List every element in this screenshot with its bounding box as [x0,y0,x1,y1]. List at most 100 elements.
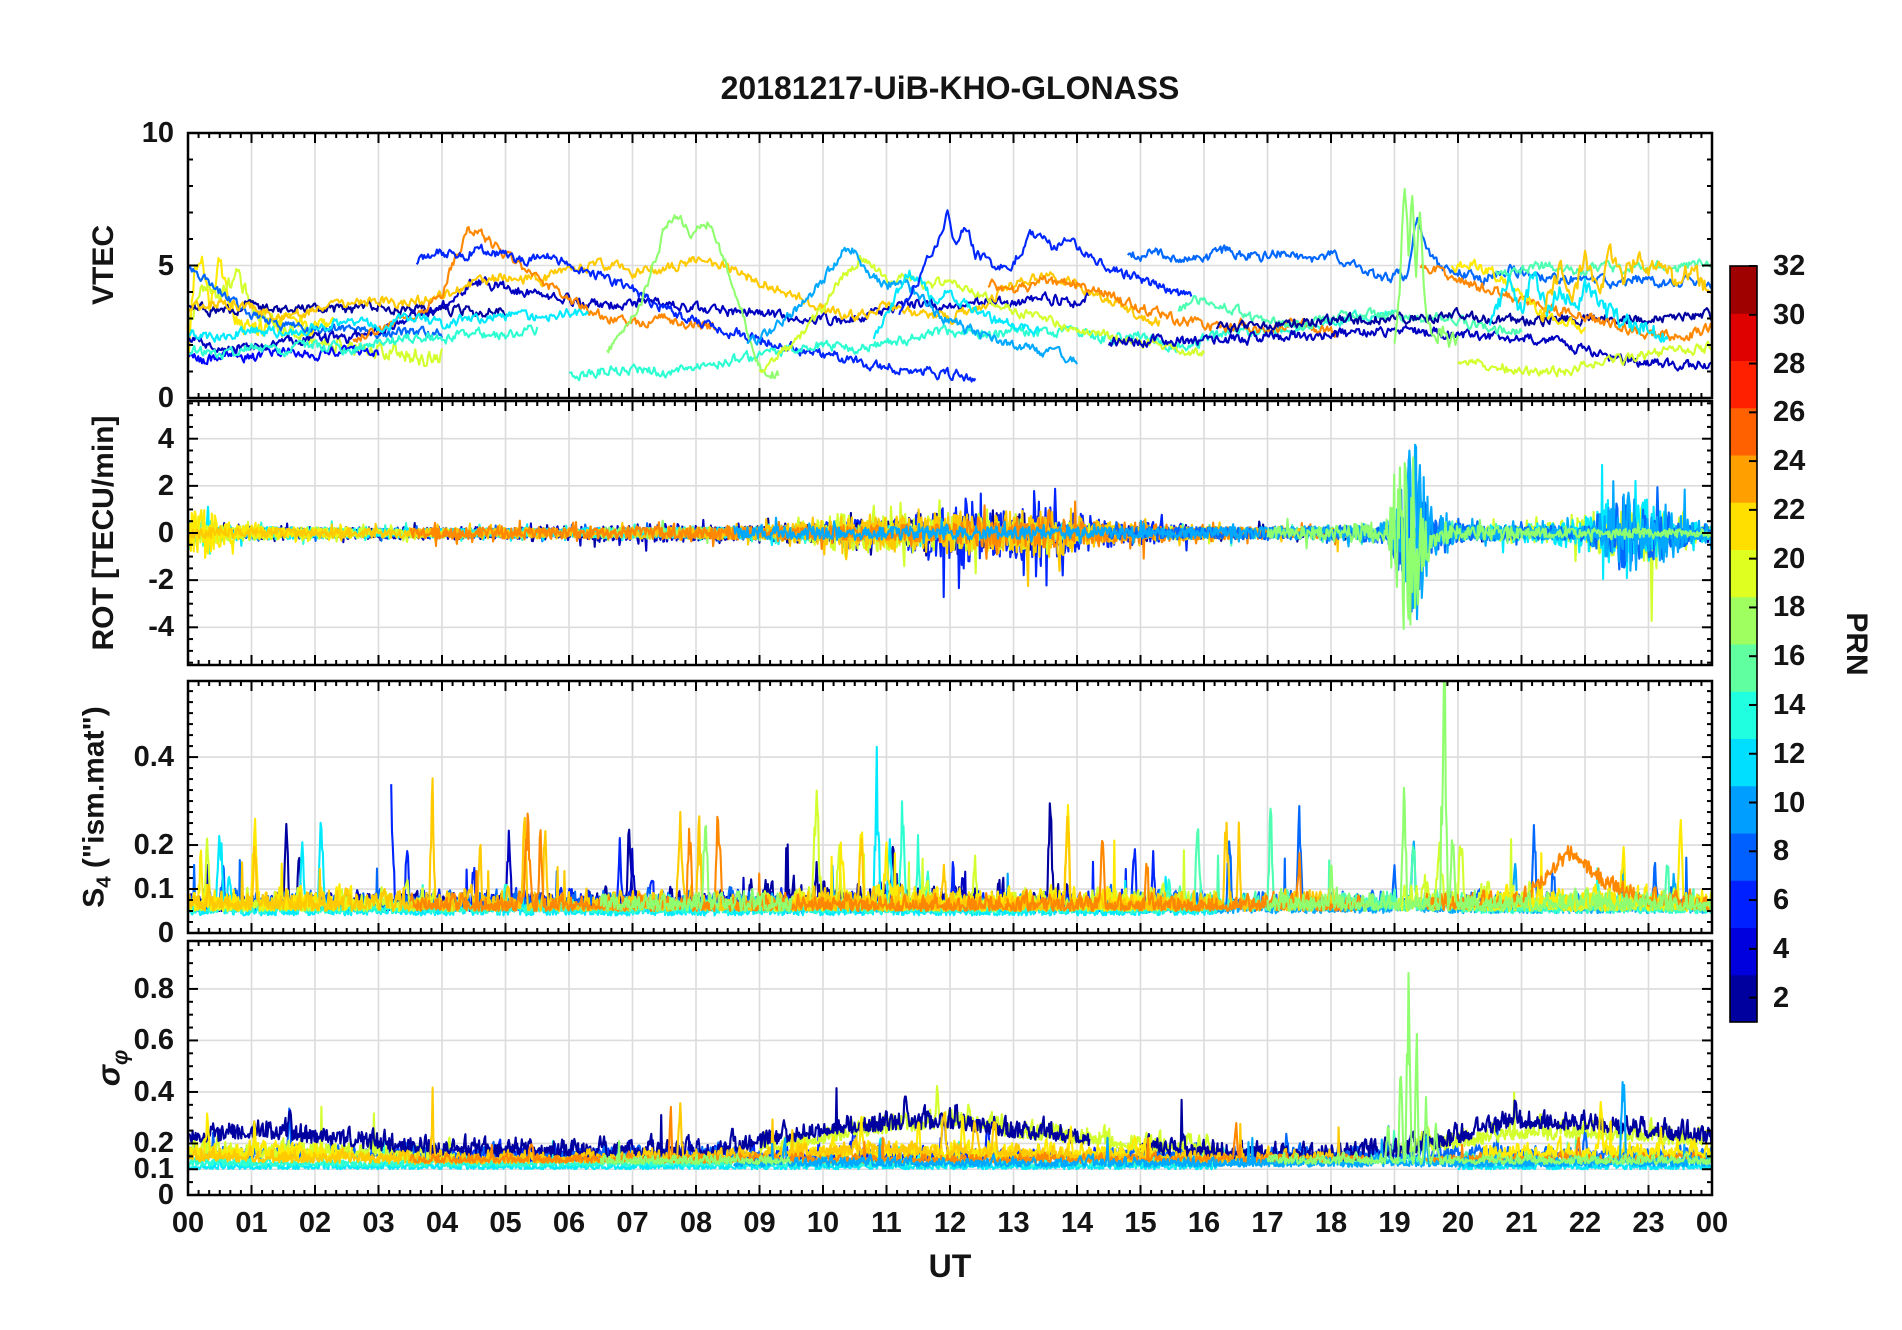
x-tick-label: 17 [1251,1207,1284,1239]
y-tick-label: 4 [157,422,174,455]
colorbar-tick-label: 8 [1773,835,1790,868]
series-group-vtec [189,188,1711,383]
series-line-prn17 [599,1140,792,1166]
y-tick-label: 0.2 [133,829,174,862]
x-tick-label: 08 [679,1207,713,1239]
series-line-prn12 [189,307,589,343]
series-line-prn17 [599,824,793,913]
chart-title: 20181217-UiB-KHO-GLONASS [720,70,1180,106]
colorbar-tick-label: 10 [1773,786,1806,819]
colorbar-segment [1730,266,1757,314]
colorbar-segment [1730,313,1757,361]
series-group-s4 [189,682,1711,917]
colorbar-tick-label: 20 [1773,542,1806,575]
series-line-prn17 [1266,971,1711,1166]
colorbar-segment [1730,880,1757,928]
x-tick-label: 18 [1314,1207,1348,1239]
colorbar-segment [1730,974,1757,1023]
y-tick-label: 10 [141,117,174,149]
colorbar-tick-label: 4 [1773,932,1790,965]
series-line-prn2 [1215,306,1711,334]
colorbar-tick-label: 32 [1773,250,1806,282]
x-tick-label: 03 [362,1207,395,1239]
y-tick-label: 0.4 [133,741,174,774]
series-line-prn17 [1393,188,1459,348]
series-line-prn6 [898,209,1193,316]
x-tick-label: 12 [933,1207,967,1239]
series-line-prn10 [733,443,1711,621]
series-line-prn17 [1266,456,1711,631]
colorbar-tick-label: 30 [1773,298,1806,331]
colorbar-tick-label: 26 [1773,396,1806,429]
colorbar-segment [1730,455,1757,503]
series-line-prn22 [189,255,1161,327]
series-line-prn12 [1488,271,1669,343]
colorbar-tick-label: 22 [1773,493,1806,526]
x-axis-label: UT [928,1248,972,1284]
x-tick-label: 14 [1060,1207,1094,1239]
series-line-prn2 [189,299,506,318]
y-tick-label: 0.8 [133,972,174,1005]
colorbar-segment [1730,407,1757,456]
colorbar-segment [1730,549,1757,598]
series-line-prn15 [1495,258,1711,278]
colorbar-segment [1730,833,1757,881]
colorbar-tick-label: 16 [1773,640,1806,673]
y-tick-label: 0 [157,1179,174,1211]
colorbar-tick-label: 6 [1773,884,1790,917]
series-line-prn19 [1457,340,1711,378]
y-tick-label: 5 [157,249,174,282]
series-group-rot [189,443,1711,631]
series-line-prn6 [415,243,977,383]
colorbar-segment [1730,360,1757,409]
x-tick-label: 11 [871,1207,902,1239]
x-tick-label: 00 [171,1207,205,1239]
x-tick-label: 09 [743,1207,776,1239]
colorbar-tick-label: 12 [1773,737,1806,770]
series-group-sigma_phi [189,971,1711,1171]
series-line-prn21 [1450,258,1586,335]
colorbar-segment [1730,738,1757,787]
colorbar-tick-label: 24 [1773,445,1806,478]
colorbar-segment [1730,927,1757,976]
colorbar-segment [1730,691,1757,739]
x-tick-label: 15 [1124,1207,1157,1239]
series-line-prn3 [189,276,1091,354]
colorbar-tick-label: 14 [1773,688,1806,721]
series-line-prn12 [1457,1144,1711,1171]
x-tick-label: 07 [616,1207,649,1239]
y-tick-label: 0.1 [133,1153,174,1186]
y-tick-label: 0.2 [133,1127,174,1160]
y-tick-label: 0.4 [133,1075,174,1108]
series-line-prn14 [189,324,539,360]
x-tick-label: 04 [425,1207,459,1239]
colorbar-tick-label: 28 [1773,347,1806,380]
series-line-prn10 [746,246,1078,365]
y-tick-label: 0 [157,517,174,549]
y-tick-label: -4 [148,611,174,644]
colorbar-segment [1730,785,1757,834]
y-tick-label: -2 [148,564,174,597]
colorbar-segment [1730,596,1757,645]
x-tick-label: 00 [1695,1207,1729,1239]
x-tick-label: 02 [298,1207,332,1239]
y-tick-label: 0.1 [133,873,174,906]
colorbar [1729,265,1758,1023]
x-tick-label: 06 [552,1207,586,1239]
x-tick-label: 13 [997,1207,1030,1239]
series-line-prn24 [409,812,1370,913]
x-tick-label: 01 [235,1207,268,1239]
x-tick-label: 21 [1505,1207,1538,1239]
series-line-prn17 [1266,682,1711,913]
series-line-prn22 [1539,243,1711,323]
panel-s4 [186,679,1714,935]
x-tick-label: 16 [1187,1207,1221,1239]
panel-vtec [186,131,1714,400]
panel-rot [186,399,1714,667]
colorbar-segment [1730,644,1757,692]
x-tick-label: 20 [1441,1207,1475,1239]
series-line-prn12 [872,269,1040,340]
x-tick-label: 10 [806,1207,840,1239]
y-tick-label: 0 [157,917,174,949]
